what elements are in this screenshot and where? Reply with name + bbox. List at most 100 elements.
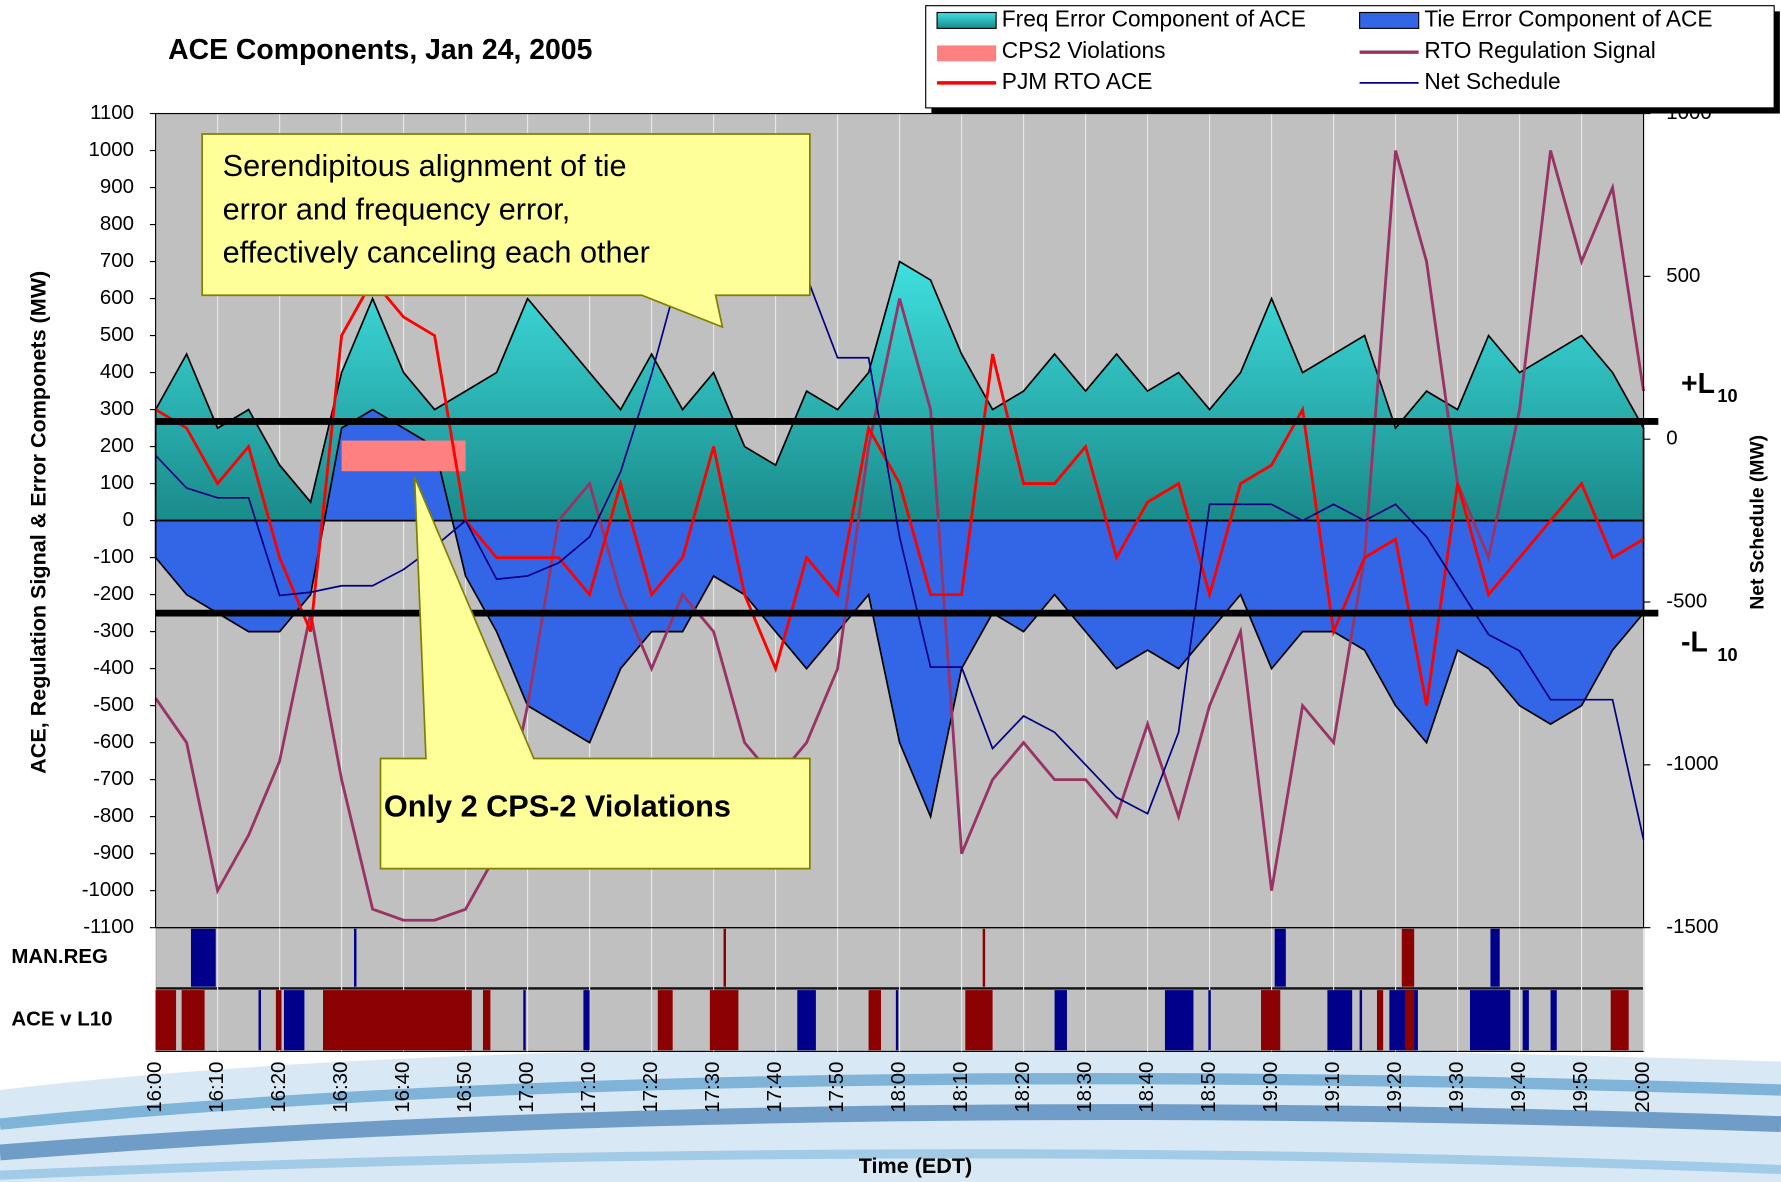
x-tick-label: 16:30	[329, 1062, 352, 1113]
l10-subscript: 10	[1717, 645, 1737, 665]
legend-swatch	[937, 45, 997, 62]
x-tick-label: 18:10	[949, 1062, 972, 1113]
band-interval	[190, 928, 216, 987]
x-tick-label: 19:30	[1445, 1062, 1468, 1113]
y-tick-label: -500	[93, 693, 134, 716]
y-tick-label: -1000	[82, 878, 134, 901]
decoration	[0, 1047, 1781, 1182]
x-tick-label: 17:40	[763, 1062, 786, 1113]
band-interval	[723, 928, 726, 987]
x-tick-label: 18:40	[1135, 1062, 1158, 1113]
x-tick-label: 16:00	[143, 1062, 166, 1113]
x-tick-label: 18:50	[1197, 1062, 1220, 1113]
y2-tick-label: 500	[1666, 264, 1700, 287]
band-interval	[1610, 990, 1629, 1051]
x-tick-label: 17:30	[701, 1062, 724, 1113]
x-tick-label: 16:20	[267, 1062, 290, 1113]
l10-subscript: 10	[1717, 386, 1737, 406]
y2-tick-label: -1000	[1666, 752, 1718, 775]
l10-label: -L	[1681, 627, 1708, 659]
callout-box	[379, 476, 811, 870]
y-tick-label: -700	[93, 767, 134, 790]
y2-tick-label: -500	[1666, 589, 1707, 612]
x-tick-label: 19:10	[1321, 1062, 1344, 1113]
band-interval	[258, 990, 262, 1051]
line	[154, 150, 1645, 922]
annotation-text: Serendipitous alignment of tie	[223, 149, 627, 183]
band-interval	[1404, 990, 1415, 1051]
annotation-text: Only 2 CPS-2 Violations	[384, 790, 731, 824]
x-tick-label: 19:00	[1259, 1062, 1282, 1113]
band-interval	[1376, 990, 1384, 1051]
band-interval	[1261, 990, 1281, 1051]
legend-label: PJM RTO ACE	[1002, 68, 1153, 94]
band-interval	[797, 990, 816, 1051]
band-interval	[868, 990, 881, 1051]
y2-tick-label: 0	[1666, 427, 1677, 450]
legend-label: Net Schedule	[1424, 68, 1560, 94]
band-interval	[1401, 928, 1415, 987]
band-interval	[275, 990, 282, 1051]
band-interval	[1522, 990, 1529, 1051]
band-interval	[1327, 990, 1353, 1051]
y-tick-label: -800	[93, 804, 134, 827]
band-interval	[657, 990, 673, 1051]
annotation-text: effectively canceling each other	[223, 235, 650, 269]
band-interval	[1469, 990, 1511, 1051]
x-tick-label: 17:20	[639, 1062, 662, 1113]
x-tick-label: 20:00	[1631, 1062, 1654, 1113]
band-interval	[181, 990, 205, 1051]
y-tick-label: -300	[93, 619, 134, 642]
cps2-violation	[341, 440, 466, 472]
x-tick-label: 17:10	[577, 1062, 600, 1113]
y-tick-label: -100	[93, 545, 134, 568]
legend-label: Freq Error Component of ACE	[1002, 5, 1306, 31]
band-interval	[482, 990, 491, 1051]
band-interval	[895, 990, 899, 1051]
callout-box	[201, 133, 811, 329]
band-interval	[354, 928, 357, 987]
area	[154, 260, 1645, 522]
band-label: MAN.REG	[11, 945, 108, 968]
band-interval	[709, 990, 739, 1051]
band-interval	[283, 990, 305, 1051]
x-axis-title: Time (EDT)	[859, 1153, 972, 1178]
x-tick-label: 19:20	[1383, 1062, 1406, 1113]
y-tick-label: -1100	[83, 915, 134, 938]
y-tick-label: -400	[93, 656, 134, 679]
y-tick-label: 1000	[89, 138, 134, 161]
legend-label: Tie Error Component of ACE	[1424, 5, 1712, 31]
l10-label: +L	[1681, 368, 1715, 400]
band-interval	[982, 928, 986, 987]
band-interval	[155, 990, 177, 1051]
x-tick-label: 18:30	[1073, 1062, 1096, 1113]
band-interval	[1490, 928, 1500, 987]
legend-swatch	[1359, 11, 1420, 29]
x-tick-label: 16:50	[453, 1062, 476, 1113]
y-tick-label: 1100	[90, 101, 134, 124]
y-axis-title: ACE, Regulation Signal & Error Componets…	[25, 271, 50, 774]
x-tick-label: 18:00	[887, 1062, 910, 1113]
band-interval	[1164, 990, 1194, 1051]
y2-tick-label: -1500	[1666, 915, 1718, 938]
x-tick-label: 18:20	[1011, 1062, 1034, 1113]
chart-title: ACE Components, Jan 24, 2005	[168, 34, 592, 66]
y-tick-label: 400	[100, 360, 134, 383]
band-interval	[1054, 990, 1067, 1051]
y-tick-label: 0	[123, 508, 134, 531]
line	[154, 277, 1645, 706]
y-tick-label: 300	[100, 397, 134, 420]
x-tick-label: 17:00	[515, 1062, 538, 1113]
y-tick-label: -600	[93, 730, 134, 753]
y-tick-label: 900	[100, 175, 134, 198]
x-tick-label: 16:10	[205, 1062, 228, 1113]
band-interval	[323, 990, 472, 1051]
band-interval	[1274, 928, 1286, 987]
y-tick-label: -200	[93, 582, 134, 605]
y-tick-label: 500	[100, 323, 134, 346]
y-tick-label: 600	[100, 286, 134, 309]
x-tick-label: 19:40	[1507, 1062, 1530, 1113]
legend-label: CPS2 Violations	[1002, 37, 1166, 63]
x-tick-label: 17:50	[825, 1062, 848, 1113]
